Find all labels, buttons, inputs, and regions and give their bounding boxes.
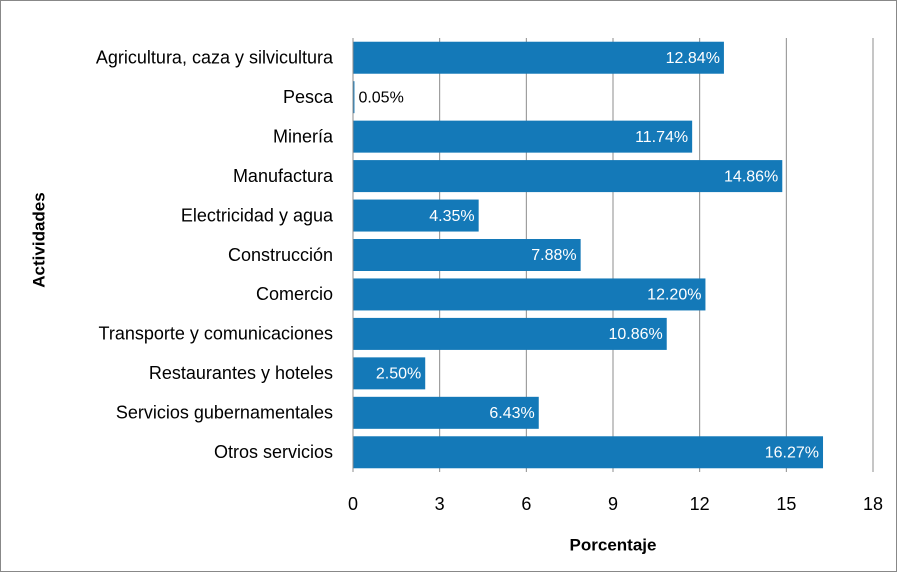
bar — [353, 317, 667, 350]
y-axis-title: Actividades — [29, 192, 48, 287]
y-tick-label: Servicios gubernamentales — [116, 403, 333, 423]
value-label: 16.27% — [765, 444, 819, 461]
value-label: 2.50% — [376, 366, 421, 383]
x-tick-label: 18 — [863, 494, 883, 514]
x-axis-title: Porcentaje — [570, 535, 657, 554]
y-tick-label: Otros servicios — [214, 442, 333, 462]
x-tick-label: 9 — [608, 494, 618, 514]
x-tick-label: 15 — [776, 494, 796, 514]
x-tick-label: 0 — [348, 494, 358, 514]
value-label: 6.43% — [489, 405, 534, 422]
bar — [353, 436, 824, 469]
bar — [353, 41, 724, 74]
value-label: 12.20% — [647, 287, 701, 304]
bar — [353, 239, 581, 271]
value-label: 12.84% — [666, 50, 720, 67]
bar — [353, 120, 693, 153]
bar — [353, 160, 783, 193]
x-tick-label: 3 — [435, 494, 445, 514]
bar — [353, 81, 355, 114]
value-label: 7.88% — [531, 247, 576, 264]
y-tick-label: Transporte y comunicaciones — [99, 324, 333, 344]
value-label: 10.86% — [608, 326, 662, 343]
y-tick-label: Comercio — [256, 284, 333, 304]
y-tick-label: Electricidad y agua — [181, 205, 334, 225]
bar — [353, 278, 706, 311]
bar — [353, 396, 539, 429]
x-tick-label: 6 — [521, 494, 531, 514]
bar — [353, 357, 426, 390]
y-tick-label: Restaurantes y hoteles — [149, 363, 333, 383]
value-label: 4.35% — [429, 208, 474, 225]
y-tick-label: Pesca — [283, 87, 334, 107]
x-tick-label: 12 — [690, 494, 710, 514]
value-label: 14.86% — [724, 168, 778, 185]
value-label: 0.05% — [358, 89, 403, 106]
y-tick-label: Construcción — [228, 245, 333, 265]
y-tick-label: Manufactura — [233, 166, 334, 186]
value-label: 11.74% — [635, 129, 688, 146]
bar — [353, 199, 479, 232]
y-tick-label: Minería — [273, 126, 334, 146]
y-tick-label: Agricultura, caza y silvicultura — [96, 47, 334, 67]
